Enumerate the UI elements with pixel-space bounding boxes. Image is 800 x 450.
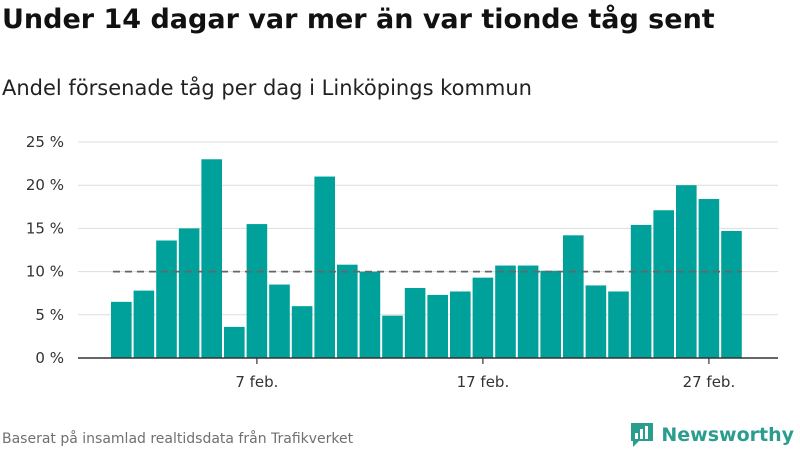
x-axis [78, 357, 778, 364]
y-tick-label: 10 % [26, 263, 64, 281]
source-note: Baserat på insamlad realtidsdata från Tr… [2, 431, 354, 447]
bar [630, 224, 652, 358]
bar [698, 199, 720, 358]
bar [540, 270, 561, 358]
bar [427, 294, 448, 358]
chart-subtitle: Andel försenade tåg per dag i Linköpings… [2, 76, 532, 100]
y-axis-labels: 0 % 5 % 10 % 15 % 20 % 25 % [26, 133, 64, 367]
y-tick-label: 0 % [35, 349, 64, 367]
bar [337, 264, 358, 358]
bar [450, 291, 471, 358]
bar [133, 290, 155, 358]
bar [111, 301, 132, 358]
bar [653, 210, 674, 358]
bar [382, 315, 403, 358]
x-tick-label: 7 feb. [235, 373, 278, 391]
bar [495, 265, 516, 358]
y-tick-label: 15 % [26, 219, 64, 237]
bar [585, 285, 607, 358]
bar [721, 230, 742, 358]
bar [224, 326, 245, 358]
y-tick-label: 5 % [35, 306, 64, 324]
x-axis-labels: 7 feb. 17 feb. 27 feb. [235, 373, 735, 391]
bar [608, 291, 629, 358]
y-tick-label: 20 % [26, 176, 64, 194]
bar [359, 271, 381, 358]
bar [404, 288, 426, 358]
bar [246, 224, 268, 358]
bar [676, 185, 697, 358]
x-tick-label: 27 feb. [683, 373, 736, 391]
x-tick-label: 17 feb. [457, 373, 510, 391]
bar [314, 176, 335, 358]
bars [111, 159, 742, 358]
bar-chart: 0 % 5 % 10 % 15 % 20 % 25 % 7 feb. 17 feb. 27 f… [26, 133, 778, 391]
y-tick-label: 25 % [26, 133, 64, 151]
brand-logo[interactable]: Newsworthy [629, 420, 794, 450]
chart-title: Under 14 dagar var mer än var tionde tåg… [2, 4, 715, 35]
newsworthy-logo-icon [631, 423, 654, 447]
bar [517, 265, 539, 358]
bar [201, 159, 222, 358]
bar [472, 277, 494, 358]
bar [269, 284, 290, 358]
bar [563, 235, 584, 358]
brand-name: Newsworthy [661, 424, 794, 446]
bar [291, 306, 313, 358]
bar [156, 240, 177, 358]
bar [178, 228, 200, 358]
